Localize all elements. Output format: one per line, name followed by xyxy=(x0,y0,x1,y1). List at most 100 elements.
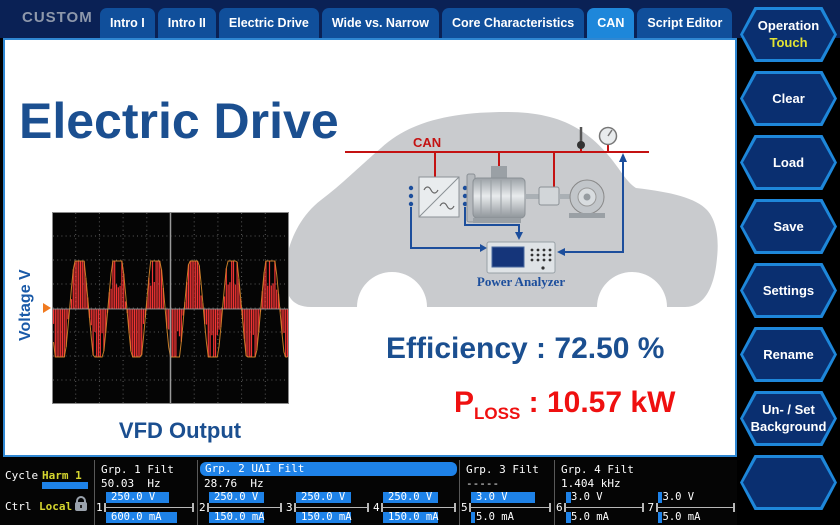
current-range-bar xyxy=(106,512,178,523)
current-range-bar xyxy=(383,512,438,523)
footer-groups: Grp. 1 Filt 50.03 Hz 1 250.0 V 600.0 mA Grp. … xyxy=(95,460,738,525)
ploss-value: : 10.57 kW xyxy=(520,386,676,419)
range-axis-line xyxy=(469,507,551,508)
channel-number: 2 xyxy=(199,501,206,514)
softkey-operation[interactable]: Operation Touch xyxy=(740,7,837,62)
channel-range-meter: 3.0 V 5.0 mA xyxy=(655,491,735,524)
channel-3[interactable]: 3 250.0 V 150.0 mA xyxy=(285,491,372,524)
range-axis-line xyxy=(207,507,282,508)
current-range-value: 150.0 mA xyxy=(301,511,352,523)
voltage-range-value: 3.0 V xyxy=(571,491,603,503)
current-range-value: 5.0 mA xyxy=(571,511,609,523)
softkey-face: Save xyxy=(743,202,834,251)
current-range-value: 150.0 mA xyxy=(388,511,439,523)
channel-6[interactable]: 6 3.0 V 5.0 mA xyxy=(555,491,647,524)
voltage-range-bar xyxy=(209,492,264,503)
channel-7[interactable]: 7 3.0 V 5.0 mA xyxy=(647,491,739,524)
cycle-progress-bar xyxy=(42,482,88,489)
group-frequency: 50.03 Hz xyxy=(101,477,161,490)
softkey-face: Load xyxy=(743,138,834,187)
group-label[interactable]: Grp. 4 Filt xyxy=(561,463,634,476)
channel-1[interactable]: 1 250.0 V 600.0 mA xyxy=(95,491,197,524)
group-label[interactable]: Grp. 2 UΔI Filt xyxy=(200,462,457,476)
tab-intro-i[interactable]: Intro I xyxy=(100,8,155,38)
can-bus-label: CAN xyxy=(413,135,441,150)
channel-4[interactable]: 4 250.0 V 150.0 mA xyxy=(372,491,459,524)
softkey-clear[interactable]: Clear xyxy=(740,71,837,126)
tab-script-editor[interactable]: Script Editor xyxy=(637,8,733,38)
channel-number: 4 xyxy=(373,501,380,514)
ploss-readout: PLOSS : 10.57 kW xyxy=(454,386,675,424)
channel-number: 6 xyxy=(556,501,563,514)
softkey-save[interactable]: Save xyxy=(740,199,837,254)
range-axis-tick xyxy=(381,503,383,512)
cycle-value[interactable]: Harm 1 xyxy=(42,469,82,482)
softkey-label: Background xyxy=(750,419,827,434)
tab-can[interactable]: CAN xyxy=(587,8,635,38)
status-bar: Cycle Harm 1 Ctrl Local Grp. 1 Filt 50.03… xyxy=(0,460,737,525)
channel-row: 5 3.0 V 5.0 mA xyxy=(460,491,554,524)
group-4: Grp. 4 Filt 1.404 kHz 6 3.0 V 5.0 mA 7 3.0 V 5.… xyxy=(554,460,738,525)
softkey-face: Un- / Set Background xyxy=(743,394,834,443)
channel-row: 1 250.0 V 600.0 mA xyxy=(95,491,197,524)
shaft-and-load xyxy=(525,179,605,218)
measurement-wires xyxy=(410,160,624,253)
top-bar: CUSTOM Intro I Intro II Electric Drive Wide… xyxy=(0,0,840,38)
softkey-load[interactable]: Load xyxy=(740,135,837,190)
ploss-symbol: P xyxy=(454,386,475,419)
wire-arrowheads xyxy=(480,153,627,256)
range-axis-line xyxy=(564,507,644,508)
scope-y-axis-label: Voltage V xyxy=(17,269,34,341)
voltage-range-value: 3.0 V xyxy=(476,491,508,503)
group-frequency: ----- xyxy=(466,477,500,490)
voltage-range-value: 250.0 V xyxy=(214,491,259,503)
softkey-face xyxy=(743,458,834,507)
softkey-label: Settings xyxy=(762,282,815,298)
current-range-value: 5.0 mA xyxy=(476,511,514,523)
channel-range-meter: 250.0 V 150.0 mA xyxy=(207,491,282,524)
softkey-blank[interactable] xyxy=(740,455,837,510)
softkey-settings[interactable]: Settings xyxy=(740,263,837,318)
softkey-label: Operation xyxy=(757,18,820,33)
voltage-range-value: 250.0 V xyxy=(388,491,433,503)
channel-range-meter: 3.0 V 5.0 mA xyxy=(564,491,644,524)
group-label[interactable]: Grp. 1 Filt xyxy=(101,463,174,476)
range-axis-tick xyxy=(733,503,735,512)
softkey-label: Rename xyxy=(763,346,814,362)
channel-row: 2 250.0 V 150.0 mA 3 250.0 V 150.0 mA 4 250.0 V… xyxy=(198,491,459,524)
current-range-bar xyxy=(209,512,264,523)
tab-core-characteristics[interactable]: Core Characteristics xyxy=(441,8,585,38)
tab-electric-drive[interactable]: Electric Drive xyxy=(218,8,319,38)
range-axis-tick xyxy=(280,503,282,512)
softkey-label: Clear xyxy=(772,90,805,106)
range-axis-tick xyxy=(294,503,296,512)
softkey-rename[interactable]: Rename xyxy=(740,327,837,382)
channel-5[interactable]: 5 3.0 V 5.0 mA xyxy=(460,491,554,524)
softkey-un-set-background[interactable]: Un- / Set Background xyxy=(740,391,837,446)
tab-intro-ii[interactable]: Intro II xyxy=(157,8,216,38)
voltage-range-value: 3.0 V xyxy=(662,491,695,503)
softkey-label: Un- / Set xyxy=(762,402,815,417)
current-range-value: 600.0 mA xyxy=(111,511,162,523)
power-analyzer-instrument xyxy=(486,241,556,274)
channel-range-meter: 250.0 V 150.0 mA xyxy=(294,491,369,524)
voltage-range-bar xyxy=(566,492,571,503)
range-axis-tick xyxy=(469,503,471,512)
page-title: Electric Drive xyxy=(19,92,339,149)
channel-number: 7 xyxy=(647,501,655,514)
group-3: Grp. 3 Filt ----- 5 3.0 V 5.0 mA xyxy=(459,460,554,525)
tab-bar: Intro I Intro II Electric Drive Wide vs. Na… xyxy=(100,8,733,38)
tab-wide-vs-narrow[interactable]: Wide vs. Narrow xyxy=(321,8,439,38)
ctrl-value[interactable]: Local xyxy=(39,500,73,513)
trigger-marker-icon xyxy=(43,303,51,313)
phase-connector-dots xyxy=(408,185,468,207)
range-axis-tick xyxy=(454,503,456,512)
motor xyxy=(466,166,526,223)
group-label[interactable]: Grp. 3 Filt xyxy=(466,463,539,476)
voltage-range-value: 250.0 V xyxy=(111,491,156,503)
group-1: Grp. 1 Filt 50.03 Hz 1 250.0 V 600.0 mA xyxy=(95,460,197,525)
channel-2[interactable]: 2 250.0 V 150.0 mA xyxy=(198,491,285,524)
current-range-bar xyxy=(566,512,571,523)
range-axis-tick xyxy=(192,503,194,512)
